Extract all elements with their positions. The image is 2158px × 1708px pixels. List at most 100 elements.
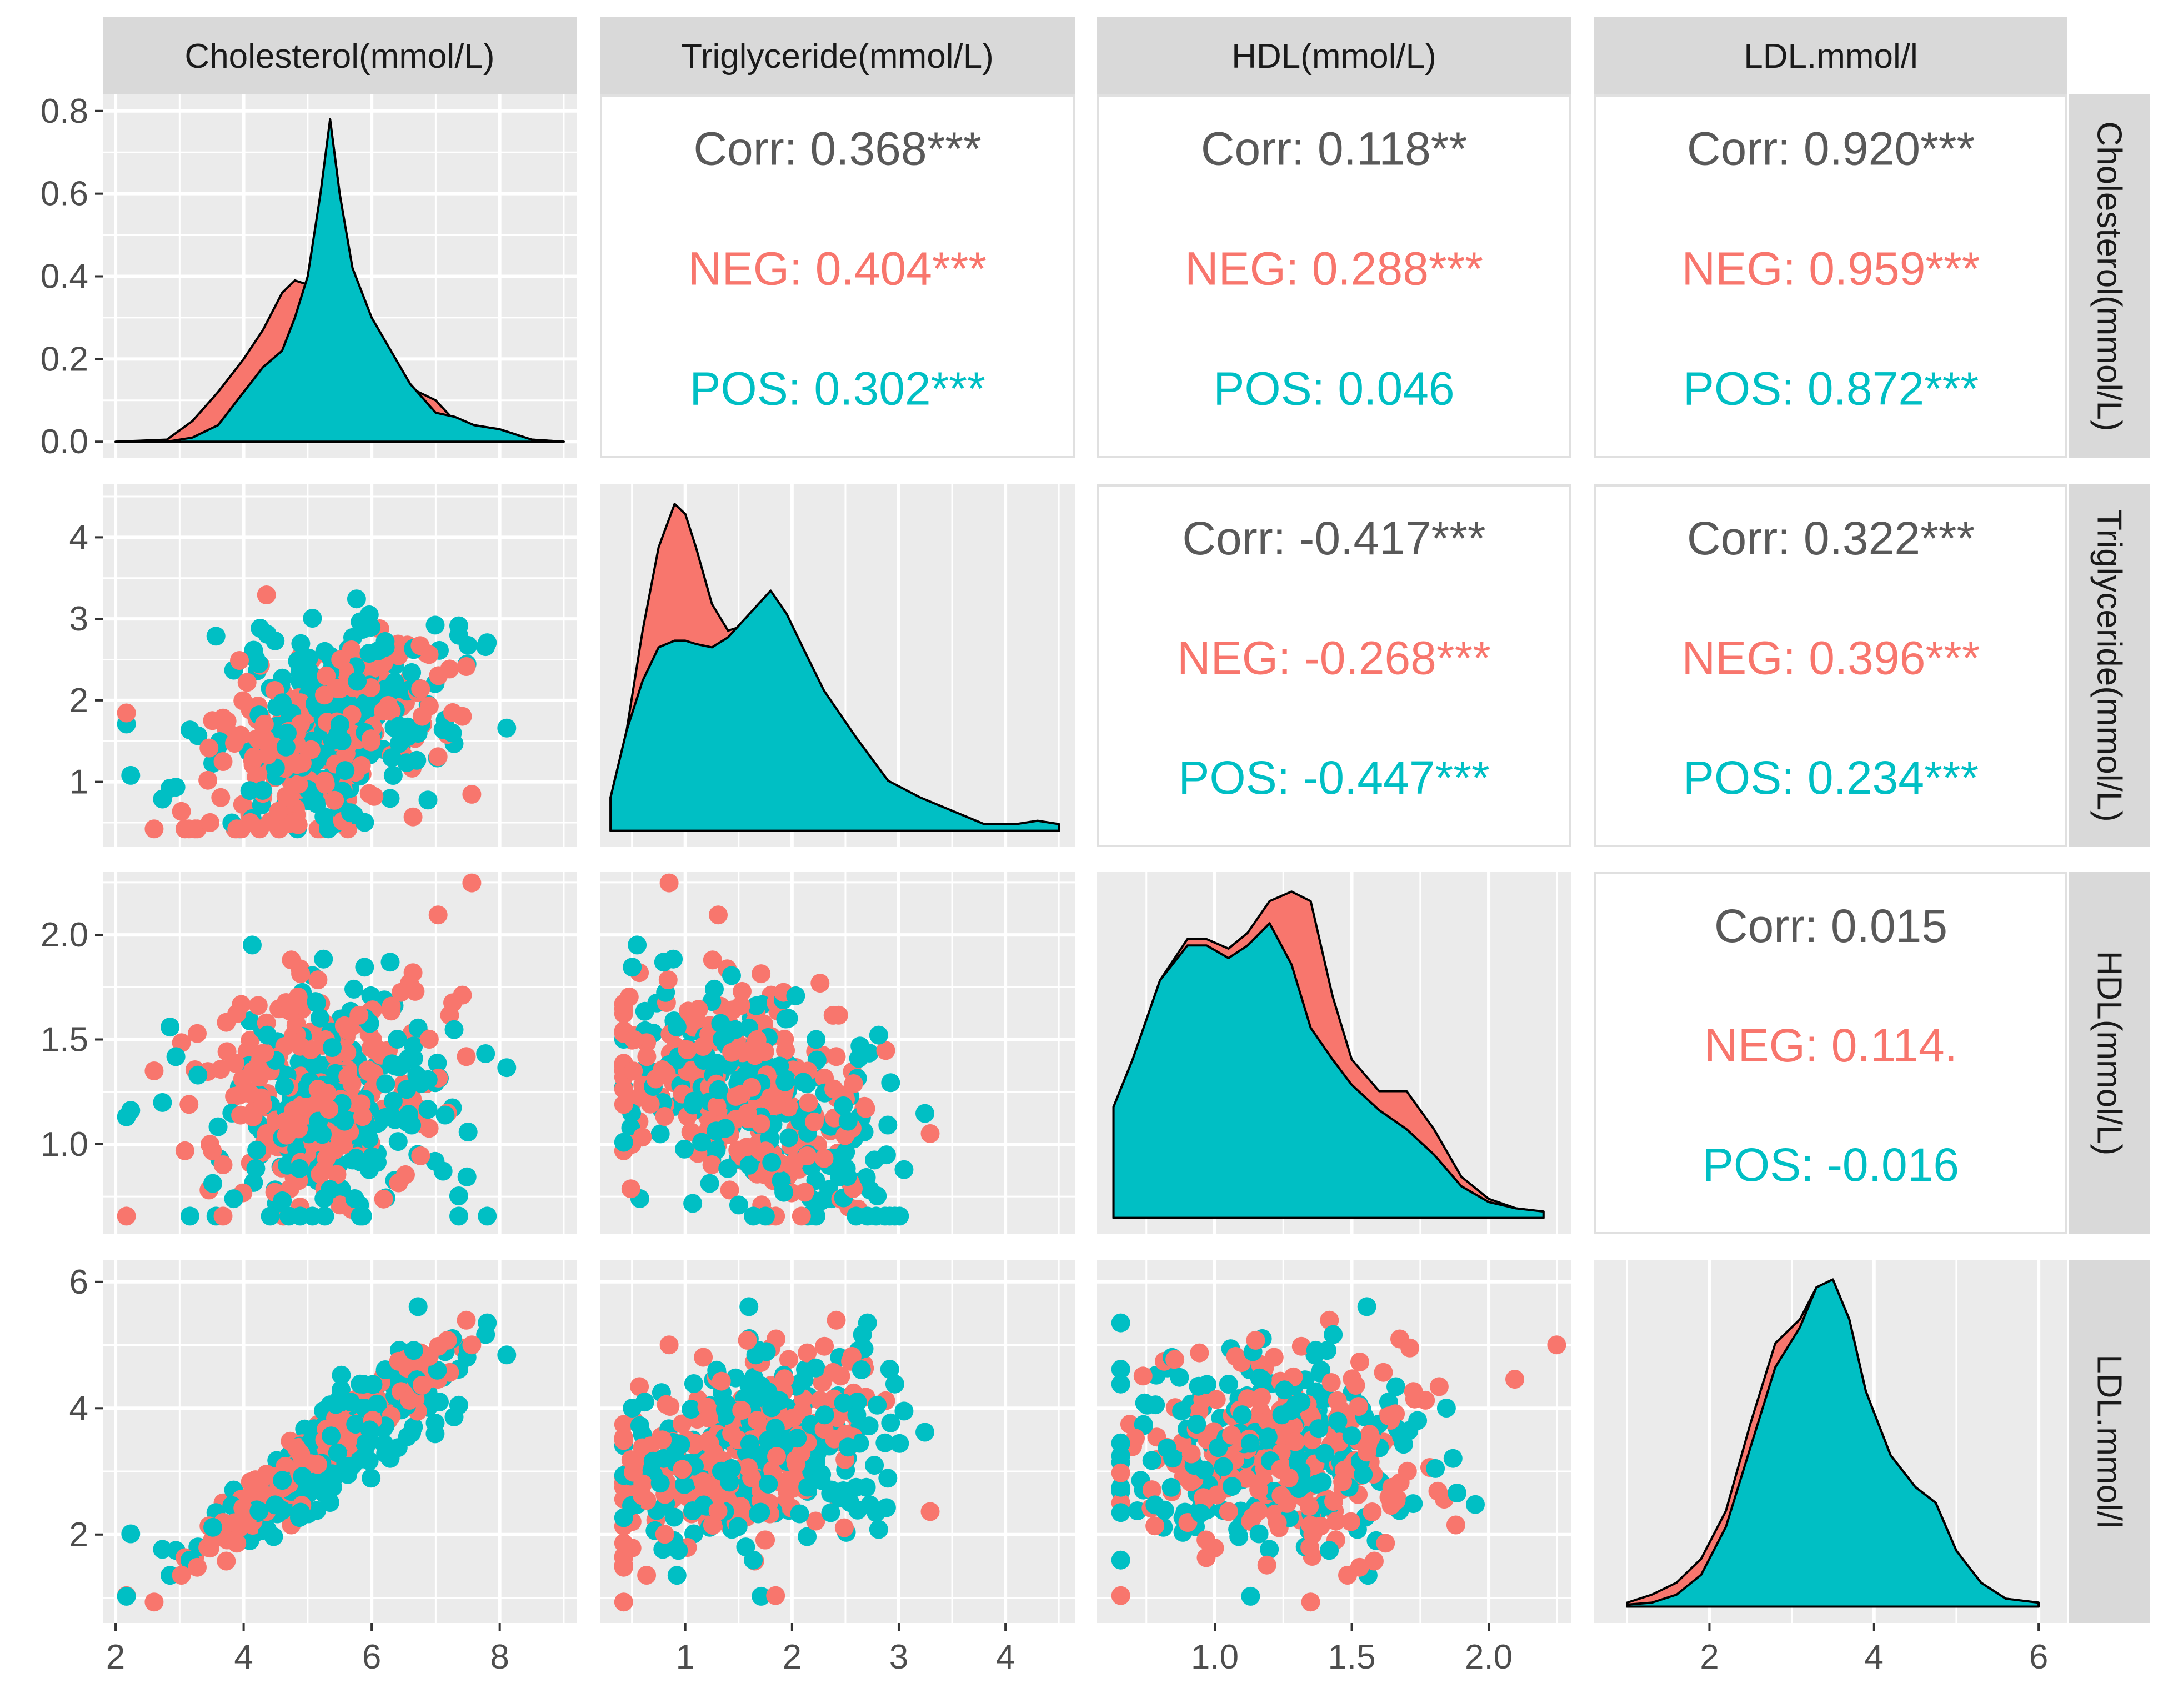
point-neg [614,1555,633,1575]
point-pos [310,1008,329,1028]
point-pos [1286,1395,1305,1414]
point-neg [188,1557,207,1577]
point-pos [153,1540,172,1559]
point-neg [283,1033,302,1052]
point-neg [1360,1425,1379,1444]
point-neg [349,1005,369,1025]
point-pos [258,1025,277,1045]
point-neg [806,1511,825,1531]
corr-label-pos: POS: 0.234*** [1683,752,1979,804]
point-pos [449,1395,468,1415]
point-pos [890,1434,909,1453]
point-pos [273,1471,292,1490]
point-neg [403,807,423,827]
point-neg [1219,1502,1238,1521]
point-pos [807,1452,826,1472]
point-neg [738,1330,757,1350]
point-pos [852,1360,871,1379]
point-neg [1350,1557,1369,1577]
point-pos [321,1180,340,1199]
point-pos [291,1502,311,1522]
point-neg [1111,1463,1130,1482]
point-neg [1320,1310,1339,1330]
point-pos [328,1443,347,1462]
point-pos [1328,1411,1348,1431]
point-neg [254,714,274,734]
point-neg [211,788,231,807]
point-neg [1222,1425,1241,1445]
density-pos-3 [1626,1278,2040,1608]
point-pos [275,1077,294,1096]
point-neg [412,707,432,726]
point-pos [1436,1399,1456,1418]
point-pos [762,1153,782,1172]
point-neg [1194,1488,1213,1507]
x-tick-label: 2.0 [1465,1638,1513,1676]
point-neg [428,747,448,767]
point-pos [323,1038,342,1057]
point-neg [257,1124,276,1143]
point-neg [823,1363,843,1382]
point-neg [614,1592,633,1612]
point-pos [368,1394,387,1414]
point-pos [1311,1360,1331,1380]
point-pos [279,1206,298,1226]
corr-label-pos: POS: 0.046 [1213,363,1454,415]
point-neg [640,1094,660,1114]
point-pos [290,1159,309,1178]
point-pos [251,619,270,638]
point-pos [858,1313,877,1333]
point-neg [419,1346,439,1366]
point-neg [823,1005,843,1025]
point-pos [330,715,349,734]
point-neg [362,729,381,749]
point-pos [355,958,374,977]
point-pos [385,1110,405,1129]
point-neg [722,1043,742,1062]
column-strip-0 [103,17,577,94]
point-pos [1198,1375,1216,1394]
row-strip-1 [2069,484,2150,847]
point-pos [458,1123,478,1141]
point-neg [1446,1515,1465,1535]
point-pos [1111,1434,1130,1453]
point-neg [1278,1494,1297,1513]
point-neg [738,1103,757,1123]
point-neg [289,774,308,794]
point-neg [315,1159,334,1179]
gridlines [103,484,577,847]
point-neg [462,1335,482,1355]
point-neg [1126,1429,1145,1448]
point-pos [1324,1325,1343,1344]
point-pos [867,1206,886,1226]
y-tick-label: 4 [69,1389,88,1427]
point-pos [722,966,741,985]
corr-panel-0-1 [600,94,1075,458]
point-neg [333,1135,353,1155]
point-neg [257,1465,276,1484]
row-strip-label: Triglyceride(mmol/L) [2090,509,2129,822]
point-pos [355,813,374,832]
point-pos [368,1153,387,1172]
point-neg [241,1030,260,1050]
point-pos [307,794,326,813]
point-pos [821,1503,840,1522]
point-neg [280,1001,299,1021]
point-pos [881,1413,900,1432]
point-pos [1394,1435,1413,1454]
point-neg [365,1041,385,1060]
point-neg [633,1486,652,1505]
point-pos [383,1091,403,1111]
point-pos [860,1180,879,1200]
point-neg [658,970,678,990]
point-neg [201,813,219,832]
corr-panel-1-3 [1594,484,2067,847]
corr-label-corr: Corr: 0.368*** [693,122,981,174]
row-strip-label: HDL(mmol/L) [2090,951,2129,1156]
column-strip-1 [600,17,1075,94]
point-neg [702,1155,722,1174]
point-pos [253,780,272,800]
point-pos [402,663,422,682]
point-pos [303,609,322,628]
